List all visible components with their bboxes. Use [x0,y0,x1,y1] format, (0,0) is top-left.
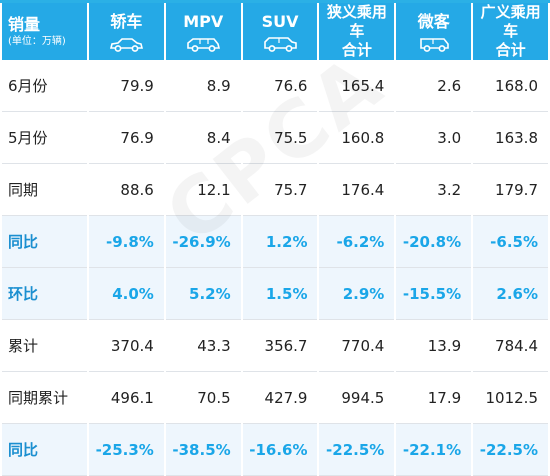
table-cell: 75.7 [242,164,318,216]
table-row: 累计 370.4 43.3 356.7 770.4 13.9 784.4 [2,320,548,372]
table-row: 同期累计 496.1 70.5 427.9 994.5 17.9 1012.5 [2,372,548,424]
row-label: 5月份 [2,112,87,164]
table-cell: 160.8 [319,112,395,164]
sales-table: 销量 (单位：万辆) 轿车 MPV [0,3,550,476]
row-label: 累计 [2,320,87,372]
table-cell: 784.4 [473,320,548,372]
table-cell: -9.8% [89,216,164,268]
corner-header: 销量 (单位：万辆) [2,3,87,60]
table-cell: 994.5 [319,372,395,424]
table-cell: 165.4 [319,60,395,112]
table-cell: 496.1 [89,372,164,424]
table-cell: 70.5 [165,372,241,424]
col-header-label: 微客 [417,11,450,31]
table-cell: 79.9 [89,60,164,112]
table-cell: 43.3 [165,320,241,372]
row-label: 同比 [2,424,87,476]
col-header-suv: SUV [242,3,318,60]
table-row: 同期 88.6 12.1 75.7 176.4 3.2 179.7 [2,164,548,216]
sedan-icon [110,37,144,52]
table-cell: 8.4 [165,112,241,164]
table-cell: 5.2% [165,268,241,320]
table-row: 同比 -25.3% -38.5% -16.6% -22.5% -22.1% -2… [2,424,548,476]
header-row: 销量 (单位：万辆) 轿车 MPV [2,3,548,60]
row-label: 同期累计 [2,372,87,424]
table-row: 环比 4.0% 5.2% 1.5% 2.9% -15.5% 2.6% [2,268,548,320]
suv-icon [264,36,297,52]
corner-title: 销量 [8,15,41,34]
col-header-minivan: 微客 [396,3,472,60]
corner-unit: (单位：万辆) [8,36,66,47]
table-cell: -22.1% [396,424,472,476]
col-header-narrow-total: 狭义乘用车 合计 [319,3,395,60]
table-cell: -22.5% [319,424,395,476]
table-cell: 4.0% [89,268,164,320]
top-accent-strip [0,0,550,3]
table-cell: -6.5% [473,216,548,268]
table-cell: 8.9 [165,60,241,112]
minivan-icon [419,37,449,52]
row-label: 同期 [2,164,87,216]
table-cell: 163.8 [473,112,548,164]
table-cell: 13.9 [396,320,472,372]
table-cell: 179.7 [473,164,548,216]
table-cell: 1012.5 [473,372,548,424]
table-cell: -22.5% [473,424,548,476]
table-cell: -25.3% [89,424,164,476]
col-header-label-line1: 狭义乘用车 [326,3,387,40]
col-header-broad-total: 广义乘用车 合计 [473,3,548,60]
col-header-label: 轿车 [110,11,143,31]
col-header-label-line1: 广义乘用车 [480,3,541,40]
table-cell: -20.8% [396,216,472,268]
table-cell: 76.9 [89,112,164,164]
col-header-mpv: MPV [165,3,241,60]
table-cell: 168.0 [473,60,548,112]
table-cell: -38.5% [165,424,241,476]
table-cell: 17.9 [396,372,472,424]
table-cell: 2.6% [473,268,548,320]
table-cell: 76.6 [242,60,318,112]
col-header-label-line2: 合计 [341,41,372,59]
mpv-icon [187,37,221,52]
table-cell: 88.6 [89,164,164,216]
table-row: 同比 -9.8% -26.9% 1.2% -6.2% -20.8% -6.5% [2,216,548,268]
table-row: 6月份 79.9 8.9 76.6 165.4 2.6 168.0 [2,60,548,112]
table-cell: 356.7 [242,320,318,372]
col-header-label-line2: 合计 [495,41,526,59]
table-cell: 370.4 [89,320,164,372]
table-cell: 770.4 [319,320,395,372]
table-cell: 2.9% [319,268,395,320]
row-label: 6月份 [2,60,87,112]
table-cell: 2.6 [396,60,472,112]
table-cell: -6.2% [319,216,395,268]
col-header-label: MPV [183,11,224,31]
row-label: 环比 [2,268,87,320]
table-cell: 3.2 [396,164,472,216]
table-cell: -26.9% [165,216,241,268]
table-cell: 3.0 [396,112,472,164]
table-cell: 75.5 [242,112,318,164]
table-cell: 12.1 [165,164,241,216]
col-header-label: SUV [261,11,299,31]
table-cell: 1.2% [242,216,318,268]
table-cell: 176.4 [319,164,395,216]
row-label: 同比 [2,216,87,268]
table-cell: -15.5% [396,268,472,320]
table-cell: 1.5% [242,268,318,320]
table-row: 5月份 76.9 8.4 75.5 160.8 3.0 163.8 [2,112,548,164]
table-cell: -16.6% [242,424,318,476]
col-header-sedan: 轿车 [89,3,164,60]
table-cell: 427.9 [242,372,318,424]
